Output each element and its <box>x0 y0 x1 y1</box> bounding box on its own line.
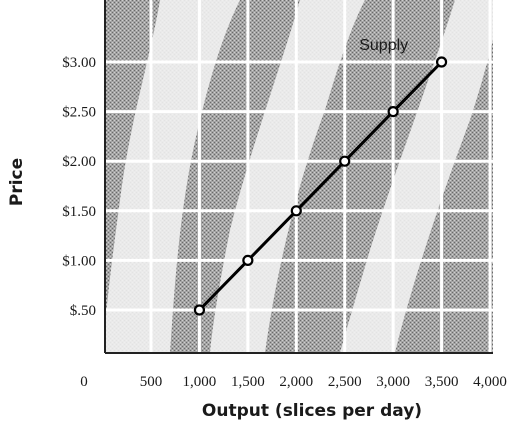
series-layer <box>193 56 448 316</box>
x-axis-title: Output (slices per day) <box>202 401 422 421</box>
supply-point <box>387 105 399 118</box>
x-tick-label: 1,500 <box>231 374 265 390</box>
origin-label: 0 <box>80 374 88 390</box>
x-tick-label: 3,500 <box>425 374 459 390</box>
y-tick-label: $2.50 <box>62 105 96 121</box>
light-band <box>340 0 493 353</box>
y-tick-labels: $.50 $1.00 $1.50 $2.00 $2.50 $3.00 <box>62 55 96 319</box>
y-tick-label: $3.00 <box>62 55 96 71</box>
x-tick-label: 2,500 <box>328 374 362 390</box>
light-band <box>104 0 240 353</box>
plot-background <box>104 0 493 353</box>
y-axis-title: Price <box>7 158 27 206</box>
supply-point <box>290 205 302 217</box>
supply-point <box>193 304 206 316</box>
y-tick-label: $1.00 <box>62 253 96 269</box>
supply-curve-label: Supply <box>359 37 408 54</box>
axes <box>104 0 493 354</box>
annotation-layer: Supply <box>359 37 408 54</box>
supply-point <box>339 155 351 167</box>
x-tick-label: 2,000 <box>279 374 313 390</box>
supply-point <box>435 56 448 68</box>
supply-point <box>242 254 254 266</box>
y-tick-label: $2.00 <box>62 154 96 170</box>
x-tick-label: 4,000 <box>473 374 507 390</box>
x-tick-label: 3,000 <box>376 374 410 390</box>
y-tick-label: $.50 <box>70 303 96 319</box>
y-tick-label: $1.50 <box>62 204 96 220</box>
x-tick-label: 500 <box>140 374 163 390</box>
x-tick-label: 1,000 <box>183 374 217 390</box>
x-tick-labels: 500 1,000 1,500 2,000 2,500 3,000 3,500 4,000 <box>140 374 507 390</box>
supply-line <box>198 60 443 312</box>
